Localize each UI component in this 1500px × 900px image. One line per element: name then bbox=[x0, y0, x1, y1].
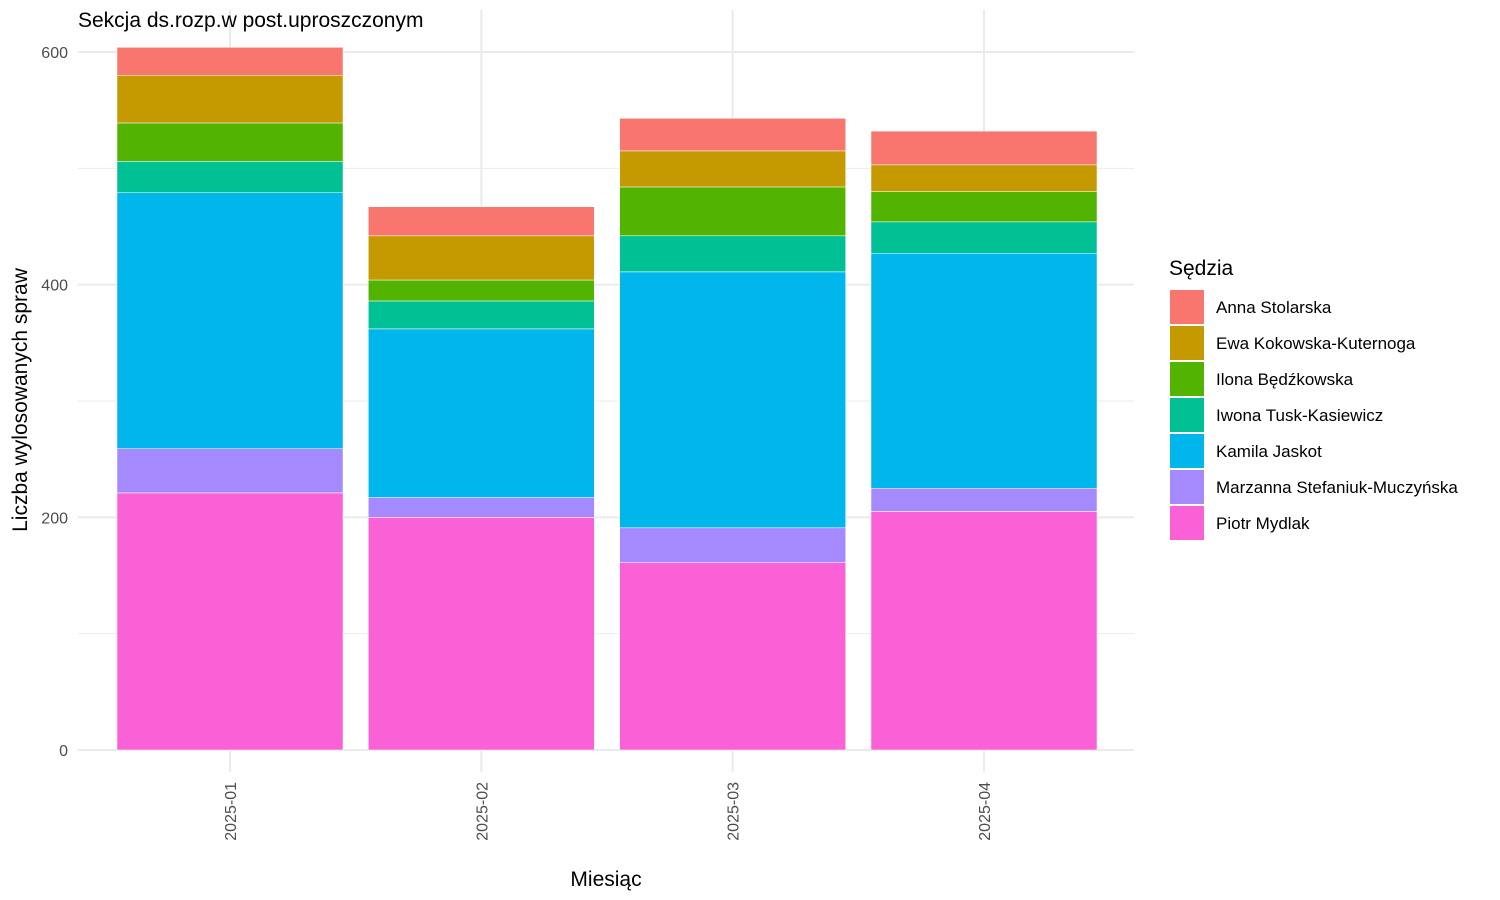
y-axis-ticks: 0 200 400 600 bbox=[41, 45, 68, 760]
bar-segment-iwona-tusk-kasiewicz bbox=[619, 235, 846, 273]
bar-segment-anna-stolarska bbox=[116, 47, 344, 76]
legend-label: Ilona Będźkowska bbox=[1216, 370, 1354, 389]
bar-segment-piotr-mydlak bbox=[870, 511, 1098, 751]
y-tick-label: 0 bbox=[59, 743, 68, 760]
legend-key bbox=[1170, 290, 1204, 324]
x-tick-label: 2025-03 bbox=[726, 782, 743, 841]
x-tick-label: 2025-04 bbox=[977, 782, 994, 841]
bar-segment-marzanna-stefaniuk-muczynska bbox=[116, 448, 344, 494]
legend-key bbox=[1170, 506, 1204, 540]
y-tick-label: 400 bbox=[41, 278, 68, 295]
bar-segment-ilona-bedzkowska bbox=[619, 186, 846, 237]
bar-segment-piotr-mydlak bbox=[116, 492, 344, 751]
legend-key bbox=[1170, 398, 1204, 432]
legend-label: Kamila Jaskot bbox=[1216, 442, 1322, 461]
bar-segment-ewa-kokowska-kuternoga bbox=[116, 75, 344, 124]
bar-segment-kamila-jaskot bbox=[368, 328, 595, 498]
bar-segment-iwona-tusk-kasiewicz bbox=[870, 221, 1098, 254]
y-tick-label: 200 bbox=[41, 510, 68, 527]
bar-segment-ilona-bedzkowska bbox=[368, 279, 595, 302]
bar-segment-kamila-jaskot bbox=[619, 271, 846, 529]
bar-segment-ilona-bedzkowska bbox=[116, 122, 344, 162]
legend-label: Marzanna Stefaniuk-Muczyńska bbox=[1216, 478, 1458, 497]
bar-segment-marzanna-stefaniuk-muczynska bbox=[619, 527, 846, 563]
legend-key bbox=[1170, 326, 1204, 360]
bar-segment-kamila-jaskot bbox=[870, 253, 1098, 489]
legend-key bbox=[1170, 362, 1204, 396]
y-tick-label: 600 bbox=[41, 45, 68, 62]
x-tick-label: 2025-01 bbox=[223, 782, 240, 841]
legend: Sędzia Anna Stolarska Ewa Kokowska-Kutern… bbox=[1169, 257, 1458, 540]
chart-title: Sekcja ds.rozp.w post.uproszczonym bbox=[78, 9, 423, 32]
bar-segment-anna-stolarska bbox=[619, 118, 846, 152]
bar-segment-piotr-mydlak bbox=[368, 517, 595, 751]
bar-segment-anna-stolarska bbox=[368, 206, 595, 237]
legend-key bbox=[1170, 470, 1204, 504]
bar-segment-piotr-mydlak bbox=[619, 562, 846, 751]
bar-segment-iwona-tusk-kasiewicz bbox=[368, 300, 595, 330]
bar-segment-marzanna-stefaniuk-muczynska bbox=[368, 497, 595, 518]
x-axis-title: Miesiąc bbox=[570, 868, 641, 891]
legend-title: Sędzia bbox=[1169, 257, 1234, 280]
bar-segment-kamila-jaskot bbox=[116, 192, 344, 449]
legend-label: Piotr Mydlak bbox=[1216, 514, 1310, 533]
bar-segment-anna-stolarska bbox=[870, 130, 1098, 166]
bar-segment-ewa-kokowska-kuternoga bbox=[368, 235, 595, 281]
legend-label: Anna Stolarska bbox=[1216, 298, 1332, 317]
x-axis-ticks: 2025-01 2025-02 2025-03 2025-04 bbox=[223, 782, 994, 841]
bar-segment-ilona-bedzkowska bbox=[870, 191, 1098, 223]
legend-key bbox=[1170, 434, 1204, 468]
bar-segment-ewa-kokowska-kuternoga bbox=[870, 164, 1098, 192]
bar-segment-iwona-tusk-kasiewicz bbox=[116, 161, 344, 194]
bars bbox=[116, 47, 1098, 751]
legend-label: Iwona Tusk-Kasiewicz bbox=[1216, 406, 1383, 425]
legend-label: Ewa Kokowska-Kuternoga bbox=[1216, 334, 1416, 353]
x-tick-label: 2025-02 bbox=[474, 782, 491, 841]
y-axis-title: Liczba wylosowanych spraw bbox=[9, 267, 32, 532]
bar-segment-marzanna-stefaniuk-muczynska bbox=[870, 488, 1098, 512]
bar-segment-ewa-kokowska-kuternoga bbox=[619, 150, 846, 188]
